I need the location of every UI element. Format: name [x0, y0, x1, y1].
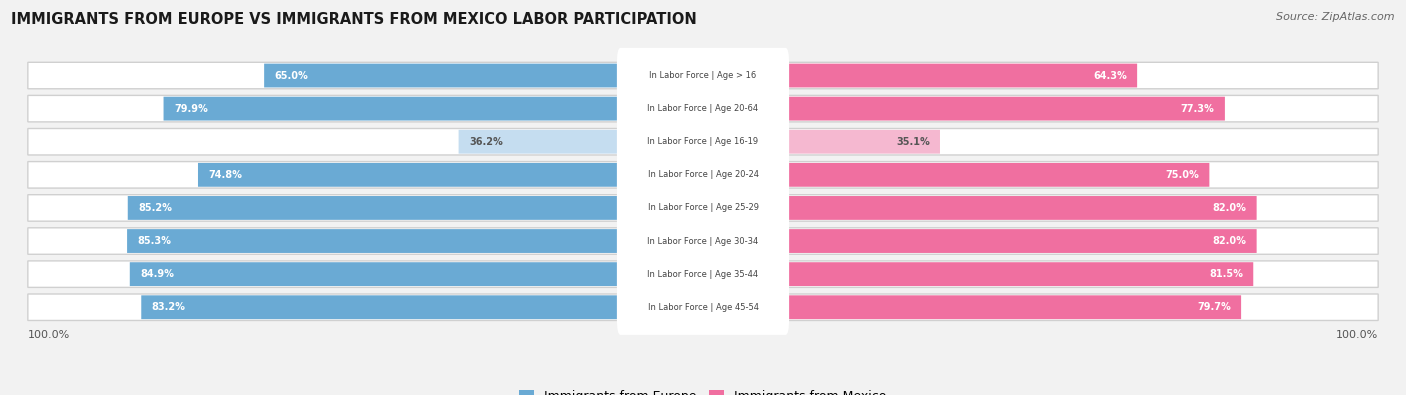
- Text: 82.0%: 82.0%: [1212, 203, 1246, 213]
- Text: 79.9%: 79.9%: [174, 103, 208, 114]
- Text: 35.1%: 35.1%: [896, 137, 929, 147]
- FancyBboxPatch shape: [617, 114, 789, 169]
- Text: 100.0%: 100.0%: [1336, 330, 1378, 340]
- Text: 74.8%: 74.8%: [208, 170, 242, 180]
- FancyBboxPatch shape: [129, 262, 703, 286]
- FancyBboxPatch shape: [617, 213, 789, 269]
- Text: 85.2%: 85.2%: [138, 203, 172, 213]
- FancyBboxPatch shape: [703, 229, 1257, 253]
- Text: In Labor Force | Age 35-44: In Labor Force | Age 35-44: [647, 270, 759, 278]
- Text: 100.0%: 100.0%: [28, 330, 70, 340]
- Text: 36.2%: 36.2%: [470, 137, 503, 147]
- FancyBboxPatch shape: [458, 130, 703, 154]
- FancyBboxPatch shape: [28, 261, 1378, 288]
- Text: 85.3%: 85.3%: [138, 236, 172, 246]
- FancyBboxPatch shape: [703, 130, 941, 154]
- Text: 65.0%: 65.0%: [274, 71, 308, 81]
- Text: In Labor Force | Age 30-34: In Labor Force | Age 30-34: [647, 237, 759, 246]
- Text: 79.7%: 79.7%: [1197, 302, 1230, 312]
- FancyBboxPatch shape: [28, 62, 1378, 89]
- Text: In Labor Force | Age 20-24: In Labor Force | Age 20-24: [648, 170, 758, 179]
- FancyBboxPatch shape: [163, 97, 703, 120]
- FancyBboxPatch shape: [617, 246, 789, 302]
- FancyBboxPatch shape: [703, 196, 1257, 220]
- FancyBboxPatch shape: [264, 64, 703, 87]
- Text: In Labor Force | Age 25-29: In Labor Force | Age 25-29: [648, 203, 758, 213]
- Legend: Immigrants from Europe, Immigrants from Mexico: Immigrants from Europe, Immigrants from …: [519, 389, 887, 395]
- Text: IMMIGRANTS FROM EUROPE VS IMMIGRANTS FROM MEXICO LABOR PARTICIPATION: IMMIGRANTS FROM EUROPE VS IMMIGRANTS FRO…: [11, 12, 697, 27]
- Text: Source: ZipAtlas.com: Source: ZipAtlas.com: [1277, 12, 1395, 22]
- FancyBboxPatch shape: [703, 163, 1209, 187]
- Text: 84.9%: 84.9%: [141, 269, 174, 279]
- FancyBboxPatch shape: [703, 64, 1137, 87]
- Text: 81.5%: 81.5%: [1209, 269, 1243, 279]
- FancyBboxPatch shape: [617, 280, 789, 335]
- FancyBboxPatch shape: [28, 162, 1378, 188]
- FancyBboxPatch shape: [198, 163, 703, 187]
- Text: In Labor Force | Age 20-64: In Labor Force | Age 20-64: [647, 104, 759, 113]
- FancyBboxPatch shape: [141, 295, 703, 319]
- Text: 75.0%: 75.0%: [1166, 170, 1199, 180]
- FancyBboxPatch shape: [617, 48, 789, 103]
- FancyBboxPatch shape: [703, 262, 1253, 286]
- Text: In Labor Force | Age > 16: In Labor Force | Age > 16: [650, 71, 756, 80]
- Text: 64.3%: 64.3%: [1092, 71, 1126, 81]
- FancyBboxPatch shape: [28, 294, 1378, 320]
- FancyBboxPatch shape: [28, 195, 1378, 221]
- FancyBboxPatch shape: [703, 295, 1241, 319]
- Text: In Labor Force | Age 16-19: In Labor Force | Age 16-19: [647, 137, 759, 146]
- FancyBboxPatch shape: [127, 229, 703, 253]
- FancyBboxPatch shape: [703, 97, 1225, 120]
- FancyBboxPatch shape: [128, 196, 703, 220]
- FancyBboxPatch shape: [28, 228, 1378, 254]
- Text: In Labor Force | Age 45-54: In Labor Force | Age 45-54: [648, 303, 758, 312]
- FancyBboxPatch shape: [617, 81, 789, 136]
- Text: 83.2%: 83.2%: [152, 302, 186, 312]
- Text: 82.0%: 82.0%: [1212, 236, 1246, 246]
- FancyBboxPatch shape: [617, 147, 789, 203]
- FancyBboxPatch shape: [28, 96, 1378, 122]
- FancyBboxPatch shape: [28, 128, 1378, 155]
- Text: 77.3%: 77.3%: [1181, 103, 1215, 114]
- FancyBboxPatch shape: [617, 180, 789, 235]
